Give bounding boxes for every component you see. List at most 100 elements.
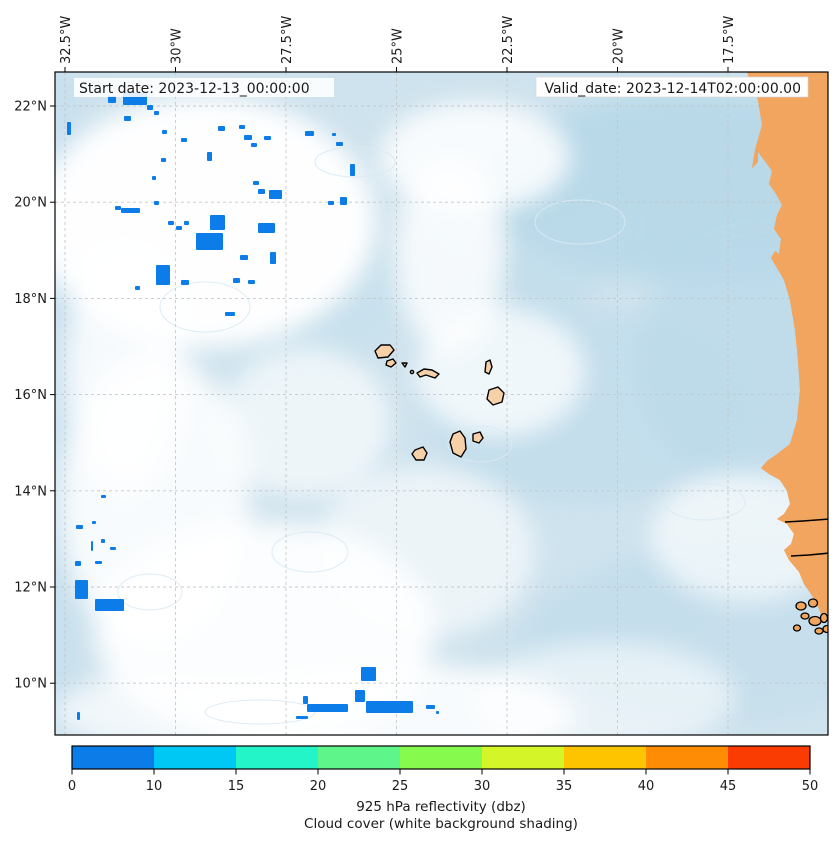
- colorbar-tick-label: 20: [310, 779, 327, 794]
- colorbar-label-line2: Cloud cover (white background shading): [304, 816, 578, 832]
- colorbar-tick-label: 50: [802, 779, 819, 794]
- colorbar-tick-label: 35: [556, 779, 573, 794]
- reflectivity-cell: [77, 712, 80, 720]
- reflectivity-cell: [67, 122, 71, 135]
- reflectivity-cell: [156, 265, 170, 285]
- lon-tick-label: 17.5°W: [722, 16, 737, 64]
- colorbar-frame: [71, 745, 811, 770]
- reflectivity-cell: [152, 176, 156, 180]
- island: [409, 369, 415, 375]
- reflectivity-cell: [336, 142, 343, 146]
- lat-tick-label: 12°N: [14, 581, 47, 596]
- colorbar-segment: [728, 746, 811, 769]
- island: [449, 430, 467, 458]
- colorbar-tick-label: 30: [474, 779, 491, 794]
- reflectivity-cell: [108, 96, 116, 103]
- reflectivity-cell: [115, 206, 121, 210]
- island: [401, 362, 408, 368]
- reflectivity-cell: [307, 704, 348, 712]
- reflectivity-cell: [154, 201, 159, 205]
- reflectivity-cell: [168, 221, 174, 225]
- reflectivity-cell: [436, 711, 439, 714]
- valid-date-label: Valid_date: 2023-12-14T02:00:00.00: [544, 81, 801, 97]
- colorbar-tick-label: 15: [228, 779, 245, 794]
- reflectivity-cell: [92, 521, 96, 524]
- island: [472, 431, 484, 444]
- island: [416, 368, 440, 379]
- reflectivity-cell: [95, 599, 124, 611]
- reflectivity-cell: [181, 138, 187, 142]
- cape-verde-islands: [374, 344, 505, 461]
- colorbar-segment: [400, 746, 483, 769]
- valid-date-bg: [535, 76, 809, 98]
- reflectivity-cell: [340, 197, 347, 205]
- colorbar-tick-label: 45: [720, 779, 737, 794]
- reflectivity-layer: [67, 92, 439, 720]
- reflectivity-cell: [161, 158, 166, 162]
- reflectivity-cell: [225, 312, 235, 316]
- reflectivity-cell: [196, 233, 223, 250]
- lat-tick-label: 14°N: [14, 484, 47, 499]
- reflectivity-cell: [258, 189, 265, 194]
- reflectivity-cell: [305, 131, 314, 136]
- colorbar-segment: [318, 746, 401, 769]
- colorbar-segment: [72, 746, 155, 769]
- reflectivity-cell: [251, 143, 257, 147]
- reflectivity-cell: [110, 547, 116, 550]
- island: [486, 386, 505, 406]
- reflectivity-cell: [361, 667, 376, 681]
- island: [411, 446, 428, 461]
- lat-tick-label: 22°N: [14, 100, 47, 115]
- start-date-bg: [74, 78, 334, 97]
- reflectivity-cell: [207, 152, 212, 161]
- river: [790, 552, 828, 557]
- reflectivity-cell: [184, 221, 189, 225]
- island: [484, 359, 493, 375]
- lon-tick-label: 30°W: [170, 28, 185, 64]
- lat-tick-label: 20°N: [14, 196, 47, 211]
- reflectivity-cell: [303, 696, 308, 704]
- reflectivity-cell: [101, 539, 105, 543]
- colorbar-segment: [564, 746, 647, 769]
- colorbar-segment: [236, 746, 319, 769]
- reflectivity-cell: [366, 701, 413, 713]
- river: [784, 518, 828, 523]
- colorbar-tick-label: 10: [146, 779, 163, 794]
- axes: 32.5°W 30°W 27.5°W 25°W 22.5°W 20°W 17.5°W 22°N…: [14, 16, 737, 692]
- lon-tick-label: 25°W: [391, 28, 406, 64]
- reflectivity-cell: [135, 286, 140, 290]
- reflectivity-cell: [328, 201, 334, 205]
- colorbar-tick-label: 40: [638, 779, 655, 794]
- reflectivity-cell: [332, 133, 336, 136]
- lat-tick-label: 10°N: [14, 677, 47, 692]
- lat-tick-label: 16°N: [14, 388, 47, 403]
- colorbar-segment: [482, 746, 565, 769]
- reflectivity-cell: [233, 278, 240, 283]
- reflectivity-cell: [147, 105, 153, 110]
- colorbar-tick-label: 0: [68, 779, 76, 794]
- bijagos-islands: [792, 598, 828, 635]
- start-date-label: Start date: 2023-12-13_00:00:00: [79, 81, 310, 97]
- reflectivity-cell: [218, 126, 225, 131]
- grid-layer: [55, 72, 828, 735]
- reflectivity-cell: [95, 561, 102, 564]
- reflectivity-cell: [124, 116, 131, 121]
- reflectivity-cell: [176, 226, 182, 230]
- lon-tick-label: 27.5°W: [280, 16, 295, 64]
- lon-tick-label: 22.5°W: [501, 16, 516, 64]
- colorbar-segment: [154, 746, 237, 769]
- reflectivity-cell: [269, 190, 282, 199]
- colorbar: 0 10 15 20 25 30 35 40 45 50: [68, 745, 819, 794]
- reflectivity-cell: [296, 716, 308, 719]
- reflectivity-cell: [121, 208, 140, 213]
- reflectivity-cell: [264, 136, 271, 140]
- reflectivity-cell: [248, 280, 255, 284]
- map-frame: [54, 71, 829, 736]
- reflectivity-cell: [210, 215, 225, 230]
- colorbar-segment: [646, 746, 729, 769]
- colorbar-tick-label: 25: [392, 779, 409, 794]
- reflectivity-cell: [244, 135, 252, 140]
- map-area: [55, 72, 828, 735]
- reflectivity-cell: [101, 495, 106, 498]
